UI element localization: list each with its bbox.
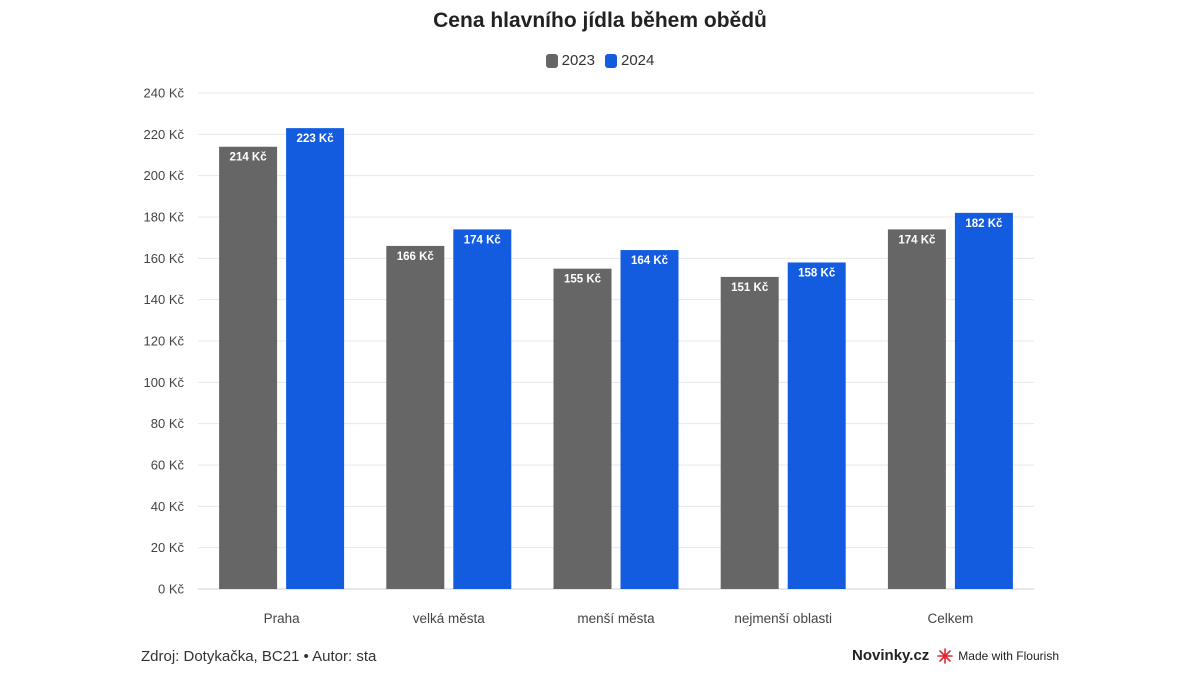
y-tick-label: 180 Kč xyxy=(144,210,185,225)
y-tick-label: 120 Kč xyxy=(144,334,185,349)
data-label: 174 Kč xyxy=(464,234,502,246)
legend-label-2024: 2024 xyxy=(621,52,655,69)
y-tick-label: 60 Kč xyxy=(151,458,185,473)
footer-branding: Novinky.cz Made with Flourish xyxy=(852,647,1059,664)
bar[interactable] xyxy=(954,212,1013,589)
y-tick-label: 0 Kč xyxy=(158,582,185,597)
y-tick-label: 40 Kč xyxy=(151,499,185,514)
bar[interactable] xyxy=(453,229,512,589)
data-label: 151 Kč xyxy=(731,282,769,294)
data-label: 158 Kč xyxy=(798,267,836,279)
y-tick-label: 160 Kč xyxy=(144,251,185,266)
data-label: 155 Kč xyxy=(564,274,602,286)
flourish-credit-label: Made with Flourish xyxy=(958,648,1059,663)
x-tick-label: Celkem xyxy=(928,611,974,626)
y-tick-label: 200 Kč xyxy=(144,168,185,183)
source-credit: Zdroj: Dotykačka, BC21 • Autor: sta xyxy=(141,648,377,665)
x-tick-label: Praha xyxy=(264,611,301,626)
y-tick-label: 220 Kč xyxy=(144,127,185,142)
flourish-logo-icon xyxy=(937,647,954,664)
bar[interactable] xyxy=(720,276,779,589)
bar[interactable] xyxy=(787,262,846,589)
bar[interactable] xyxy=(620,250,679,590)
legend-label-2023: 2023 xyxy=(561,52,595,69)
x-tick-label: menší města xyxy=(577,611,655,626)
bar[interactable] xyxy=(219,146,278,589)
legend-item-2023[interactable]: 2023 xyxy=(545,52,595,69)
bar[interactable] xyxy=(386,245,445,589)
legend-swatch-2023 xyxy=(545,53,558,68)
bar[interactable] xyxy=(553,268,612,589)
data-label: 166 Kč xyxy=(397,251,435,263)
publisher-logo[interactable]: Novinky.cz xyxy=(852,647,930,664)
y-tick-label: 100 Kč xyxy=(144,375,185,390)
data-label: 182 Kč xyxy=(965,218,1003,230)
legend: 2023 2024 xyxy=(0,52,1200,69)
x-tick-label: nejmenší oblasti xyxy=(734,611,832,626)
legend-item-2024[interactable]: 2024 xyxy=(605,52,654,69)
data-label: 214 Kč xyxy=(230,152,268,164)
chart-title: Cena hlavního jídla během obědů xyxy=(433,9,767,32)
data-label: 164 Kč xyxy=(631,255,669,267)
y-tick-label: 140 Kč xyxy=(144,292,185,307)
bar[interactable] xyxy=(887,229,946,589)
data-label: 223 Kč xyxy=(297,133,335,145)
y-tick-label: 240 Kč xyxy=(144,86,185,101)
legend-swatch-2024 xyxy=(605,53,617,68)
y-tick-label: 80 Kč xyxy=(151,416,185,431)
data-label: 174 Kč xyxy=(898,234,936,246)
y-tick-label: 20 Kč xyxy=(151,540,185,555)
flourish-credit[interactable]: Made with Flourish xyxy=(937,647,1059,664)
bar[interactable] xyxy=(286,128,345,589)
x-tick-label: velká města xyxy=(413,611,486,626)
